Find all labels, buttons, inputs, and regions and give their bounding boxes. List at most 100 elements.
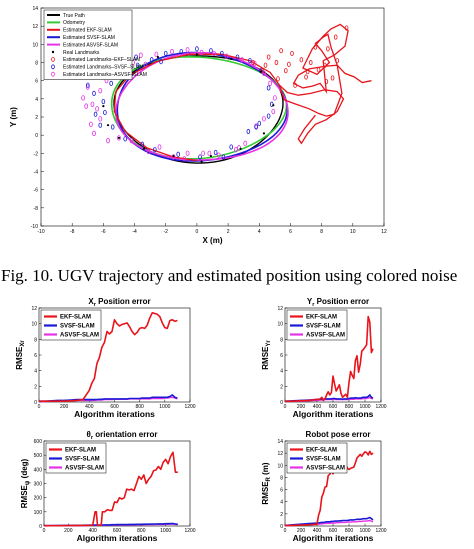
y-tick-label: 400 <box>34 467 43 473</box>
y-tick-label: 2 <box>35 115 38 121</box>
series-line-ekf-slam <box>39 311 178 403</box>
y-axis-label: RMSEψ (deg) <box>20 458 31 508</box>
legend-swatch <box>51 64 55 70</box>
legend-label: EKF-SLAM <box>306 315 337 321</box>
x-tick-label: 400 <box>313 404 322 410</box>
landmark-ekf-marker <box>279 48 283 54</box>
landmark-svsf-marker <box>198 154 202 160</box>
x-tick-label: -4 <box>132 229 137 235</box>
legend-label: Estimated Landmarks–EKF–SLAM <box>63 57 140 63</box>
landmark-asvsf-marker <box>95 106 100 112</box>
landmark-ekf-marker <box>287 61 291 67</box>
trajectory-line <box>115 51 289 161</box>
plot-title: Xr Position error <box>88 297 150 308</box>
landmark-asvsf-marker <box>88 121 93 127</box>
y-tick-label: 4 <box>280 369 283 375</box>
landmark-asvsf-marker <box>199 49 204 56</box>
x-tick-label: 1200 <box>184 404 195 410</box>
pose-error-plot: 0 200 400 600 800 1000 1200 0 2 4 6 8 10 12 14 Robot po… <box>261 430 387 543</box>
landmark-ekf-marker <box>322 62 327 68</box>
y-tick-label: 2 <box>34 384 37 390</box>
landmark-asvsf-marker <box>170 48 174 55</box>
landmark-asvsf-marker <box>84 103 89 109</box>
landmark-ekf-marker <box>326 46 330 52</box>
y-tick-label: 0 <box>35 133 38 139</box>
y-tick-label: 0 <box>39 524 42 530</box>
legend-label: Estimated ASVSF-SLAM <box>63 42 118 48</box>
theta-error-plot: 0 200 400 600 800 1000 1200 0 100 200 300 400 500 600… <box>20 430 196 543</box>
y-tick-label: 10 <box>32 42 38 48</box>
y-tick-label: 8 <box>280 475 283 481</box>
landmark-svsf-marker <box>159 58 163 65</box>
y-tick-label: 100 <box>34 510 43 516</box>
ekf-trajectory-line <box>279 84 345 145</box>
legend-label: True Path <box>63 13 85 19</box>
landmark-svsf-marker <box>248 58 252 64</box>
landmark-svsf-marker <box>254 124 258 130</box>
legend-label: ASVSF-SLAM <box>306 466 345 472</box>
landmark-ekf-marker <box>313 44 318 50</box>
x-tick-label: 1000 <box>359 528 370 534</box>
y-axis-label: RMSER (m) <box>261 462 272 504</box>
landmark-svsf-marker <box>220 50 224 57</box>
landmark-asvsf-marker <box>272 95 277 101</box>
y-tick-label: 10 <box>277 463 283 469</box>
landmark-svsf-marker <box>221 154 226 160</box>
y-tick-label: -6 <box>34 188 39 194</box>
x-tick-label: 0 <box>196 229 199 235</box>
y-tick-label: 12 <box>277 306 283 312</box>
x-tick-label: 600 <box>113 528 122 534</box>
x-axis-label: Algorithm iterations <box>77 533 158 543</box>
landmark-asvsf-marker <box>207 150 212 157</box>
trajectory-plot: -10 -8 -6 -4 -2 0 2 4 6 8 10 12 -10 -8 -6 -4 -2 0 2 4 6 8 10 12… <box>9 6 387 245</box>
x-tick-label: 800 <box>345 528 354 534</box>
landmark-svsf-marker <box>229 144 234 150</box>
landmark-asvsf-marker <box>129 137 134 144</box>
y-axis-label: RMSEXr <box>15 340 26 370</box>
legend-label: SVSF-SLAM <box>65 457 100 463</box>
series-line-asvsf-slam <box>284 519 374 527</box>
y-tick-label: 0 <box>34 400 37 406</box>
y-tick-label: 10 <box>277 322 283 328</box>
x-tick-label: 1200 <box>375 528 386 534</box>
x-axis-label: Algorithm iterations <box>293 533 374 543</box>
xr-error-plot: 0 200 400 600 800 1000 1200 0 2 4 6 8 10 12 Xr Positio… <box>15 297 196 419</box>
x-axis-label: X (m) <box>203 236 223 245</box>
series-line-ekf-slam <box>44 451 178 527</box>
landmark-svsf-marker <box>235 54 240 60</box>
y-tick-label: 600 <box>34 439 43 445</box>
x-tick-label: -6 <box>101 229 106 235</box>
real-landmark-marker <box>117 136 121 139</box>
landmark-ekf-marker <box>324 78 329 85</box>
landmark-svsf-marker <box>92 90 96 96</box>
legend-label: ASVSF-SLAM <box>60 333 99 339</box>
landmark-asvsf-marker <box>85 84 90 90</box>
landmark-svsf-marker <box>179 48 184 55</box>
x-tick-label: 12 <box>381 229 387 235</box>
legend-label: SVSF-SLAM <box>306 324 341 330</box>
legend-label: EKF-SLAM <box>65 448 96 454</box>
y-tick-label: 2 <box>280 384 283 390</box>
landmark-asvsf-marker <box>98 87 103 94</box>
landmark-asvsf-marker <box>157 144 162 150</box>
y-tick-label: 6 <box>34 353 37 359</box>
landmark-asvsf-marker <box>243 140 248 147</box>
landmark-ekf-marker <box>333 34 338 40</box>
x-tick-label: 8 <box>320 229 323 235</box>
legend-label: Estimated EKF-SLAM <box>63 28 112 34</box>
landmark-asvsf-marker <box>92 130 96 137</box>
y-tick-label: 0 <box>280 400 283 406</box>
legend-label: Estimated Landmarks–SVSF–SLAM <box>63 65 144 71</box>
landmark-svsf-marker <box>195 46 199 52</box>
landmark-asvsf-marker <box>81 95 85 101</box>
landmark-ekf-marker <box>266 54 271 60</box>
x-tick-label: 600 <box>329 528 338 534</box>
x-tick-label: 800 <box>137 528 146 534</box>
landmark-ekf-marker <box>335 58 340 64</box>
series-line-svsf-slam <box>39 394 178 403</box>
landmark-svsf-marker <box>123 136 127 142</box>
y-tick-label: 8 <box>35 61 38 67</box>
legend-label: EKF-SLAM <box>60 315 91 321</box>
landmark-svsf-marker <box>259 68 263 74</box>
